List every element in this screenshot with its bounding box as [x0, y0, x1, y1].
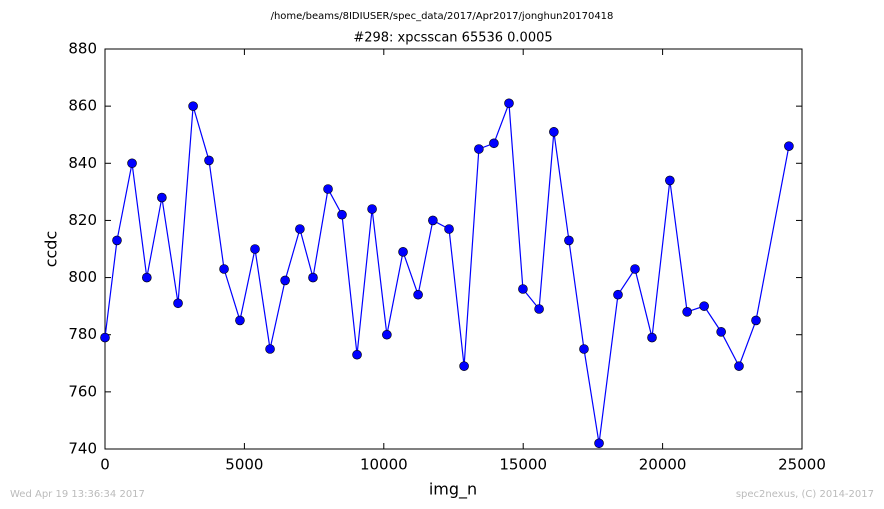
- point: [489, 138, 499, 149]
- point: [647, 332, 657, 343]
- x-tick-label: 5000: [225, 456, 263, 474]
- point: [235, 315, 245, 326]
- y-tick-label: 820: [68, 211, 97, 229]
- x-tick-label: 15000: [499, 456, 547, 474]
- point: [716, 327, 726, 337]
- point: [474, 144, 484, 154]
- point: [100, 332, 110, 343]
- point: [784, 141, 794, 151]
- x-axis-label: img_n: [429, 480, 477, 500]
- point: [295, 224, 305, 234]
- point: [323, 184, 333, 194]
- point: [382, 329, 392, 340]
- point: [549, 127, 559, 137]
- y-axis-label: ccdc: [42, 231, 61, 268]
- y-tick-label: 740: [68, 440, 97, 458]
- point: [682, 307, 692, 317]
- point: [173, 298, 183, 309]
- y-tick-label: 780: [68, 325, 97, 343]
- point: [398, 247, 408, 257]
- x-tick-label: 20000: [639, 456, 687, 474]
- point: [428, 215, 438, 226]
- y-tick-label: 880: [68, 40, 97, 58]
- point: [127, 158, 137, 169]
- plot-frame: [104, 48, 803, 450]
- point: [751, 315, 761, 326]
- header: /home/beams/8IDIUSER/spec_data/2017/Apr2…: [271, 11, 614, 22]
- x-tick-label: 0: [100, 456, 110, 474]
- point: [337, 209, 347, 220]
- point: [112, 235, 122, 246]
- point: [444, 224, 454, 234]
- point: [665, 175, 675, 186]
- y-tick-label: 800: [68, 268, 97, 286]
- footer-right: spec2nexus, (C) 2014-2017: [736, 489, 874, 500]
- chart-title: #298: xpcsscan 65536 0.0005: [353, 31, 552, 46]
- point: [518, 284, 528, 294]
- y-tick-label: 860: [68, 97, 97, 115]
- point: [308, 272, 318, 283]
- point: [534, 304, 544, 314]
- point: [579, 344, 589, 354]
- footer-left: Wed Apr 19 13:36:34 2017: [10, 489, 145, 500]
- point: [459, 361, 469, 371]
- point: [613, 289, 623, 300]
- point: [157, 192, 167, 203]
- point: [564, 235, 574, 246]
- point: [413, 289, 423, 300]
- point: [699, 301, 709, 311]
- y-tick-label: 840: [68, 154, 97, 172]
- point: [594, 438, 604, 449]
- point: [367, 204, 377, 214]
- point: [734, 361, 744, 371]
- point: [250, 244, 260, 254]
- point: [630, 264, 640, 274]
- point: [352, 349, 362, 360]
- point: [265, 344, 275, 354]
- x-tick-label: 25000: [778, 456, 826, 474]
- point: [142, 272, 152, 283]
- point: [204, 155, 214, 166]
- point: [504, 98, 514, 109]
- x-tick-label: 10000: [360, 456, 408, 474]
- point: [219, 264, 229, 274]
- point: [280, 275, 290, 286]
- y-tick-label: 760: [68, 382, 97, 400]
- series-line: [104, 103, 790, 444]
- point: [188, 101, 198, 111]
